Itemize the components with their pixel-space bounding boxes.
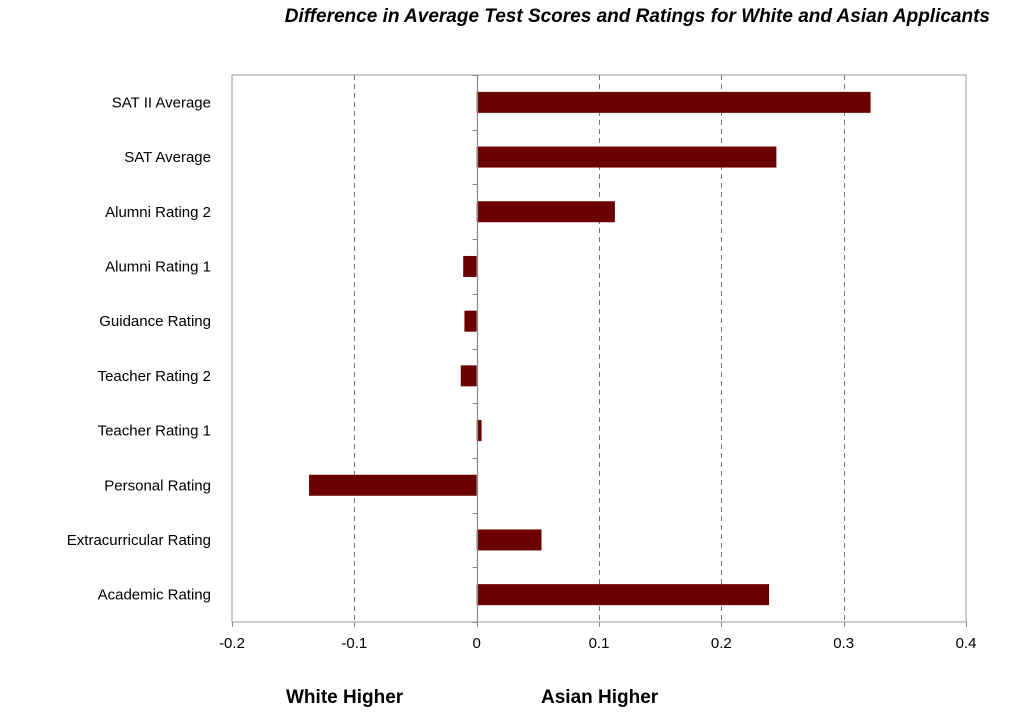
bar: [476, 146, 777, 168]
x-tick-label: -0.1: [341, 635, 367, 652]
x-tick-label: 0.4: [956, 635, 977, 652]
category-label: Teacher Rating 1: [98, 423, 211, 440]
bar: [464, 310, 477, 332]
x-tick-label: 0.3: [833, 635, 854, 652]
category-label: Guidance Rating: [99, 313, 211, 330]
bar: [460, 365, 477, 387]
white-higher-annotation: White Higher: [286, 687, 404, 708]
category-label: Teacher Rating 2: [98, 368, 211, 385]
bar: [476, 584, 770, 606]
category-label: Extracurricular Rating: [67, 532, 211, 549]
bar: [476, 529, 542, 551]
category-label: SAT Average: [124, 149, 211, 166]
category-label: SAT II Average: [112, 94, 211, 111]
bar: [476, 420, 482, 442]
bar: [463, 255, 477, 277]
category-label: Personal Rating: [104, 477, 211, 494]
x-tick-label: -0.2: [219, 635, 245, 652]
x-tick-label: 0: [472, 635, 480, 652]
category-label: Alumni Rating 1: [105, 258, 211, 275]
bar: [309, 474, 477, 496]
bar: [476, 91, 871, 113]
asian-higher-annotation: Asian Higher: [541, 687, 659, 708]
x-tick-label: 0.2: [711, 635, 732, 652]
category-label: Alumni Rating 2: [105, 204, 211, 221]
chart-title: Difference in Average Test Scores and Ra…: [284, 6, 990, 27]
bar: [476, 201, 615, 223]
category-label: Academic Rating: [98, 587, 211, 604]
x-tick-label: 0.1: [589, 635, 610, 652]
